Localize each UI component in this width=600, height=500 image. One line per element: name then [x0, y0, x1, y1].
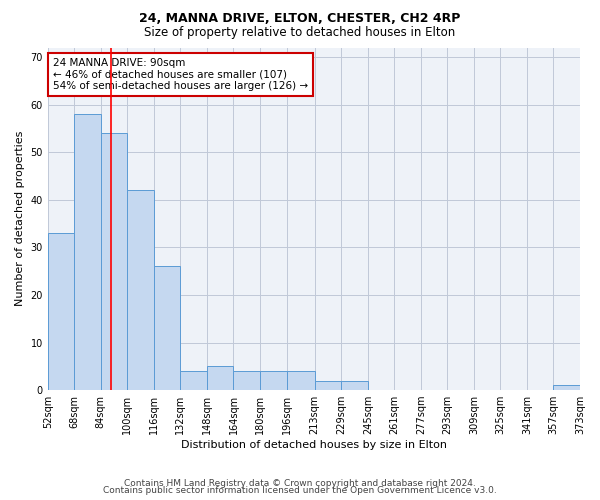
- Text: 24, MANNA DRIVE, ELTON, CHESTER, CH2 4RP: 24, MANNA DRIVE, ELTON, CHESTER, CH2 4RP: [139, 12, 461, 26]
- Bar: [260, 371, 287, 390]
- Bar: [154, 266, 181, 390]
- Text: Contains HM Land Registry data © Crown copyright and database right 2024.: Contains HM Land Registry data © Crown c…: [124, 478, 476, 488]
- Bar: [207, 366, 233, 390]
- X-axis label: Distribution of detached houses by size in Elton: Distribution of detached houses by size …: [181, 440, 447, 450]
- Bar: [341, 380, 368, 390]
- Bar: [74, 114, 101, 390]
- Bar: [553, 386, 580, 390]
- Bar: [101, 133, 127, 390]
- Y-axis label: Number of detached properties: Number of detached properties: [15, 131, 25, 306]
- Bar: [127, 190, 154, 390]
- Bar: [233, 371, 260, 390]
- Text: 24 MANNA DRIVE: 90sqm
← 46% of detached houses are smaller (107)
54% of semi-det: 24 MANNA DRIVE: 90sqm ← 46% of detached …: [53, 58, 308, 91]
- Bar: [287, 371, 315, 390]
- Text: Size of property relative to detached houses in Elton: Size of property relative to detached ho…: [145, 26, 455, 39]
- Text: Contains public sector information licensed under the Open Government Licence v3: Contains public sector information licen…: [103, 486, 497, 495]
- Bar: [181, 371, 207, 390]
- Bar: [48, 233, 74, 390]
- Bar: [315, 380, 341, 390]
